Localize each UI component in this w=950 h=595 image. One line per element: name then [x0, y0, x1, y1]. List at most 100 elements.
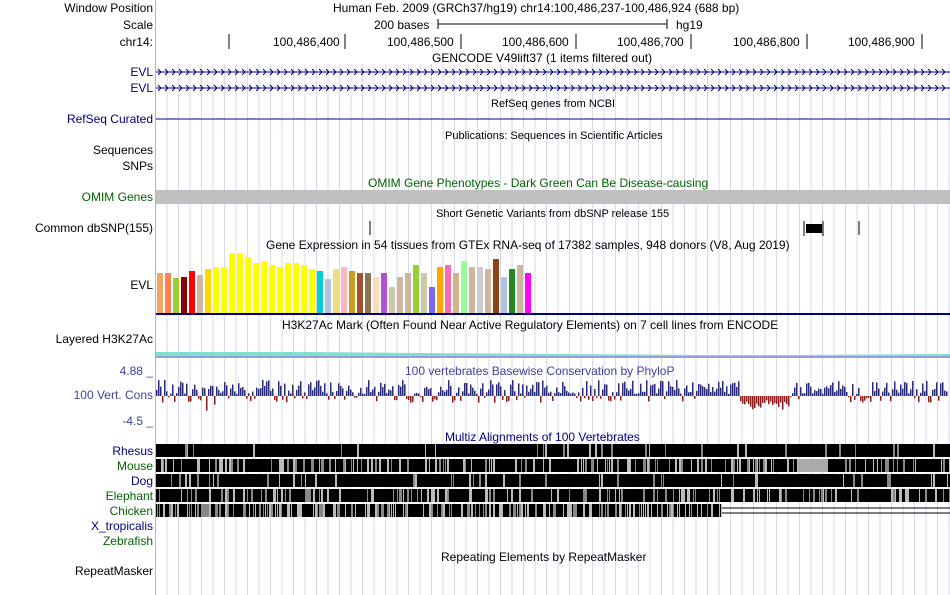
multiz-alignment-block — [156, 459, 950, 472]
phylop-bar — [408, 396, 410, 400]
phylop-track-title[interactable]: 100 vertebrates Basewise Conservation by… — [405, 364, 675, 378]
multiz-gap — [247, 489, 248, 502]
repeatmasker-track-title[interactable]: Repeating Elements by RepeatMasker — [441, 550, 647, 564]
phylop-bar — [760, 396, 762, 408]
multiz-gap — [809, 489, 810, 502]
species-elephant[interactable]: Elephant — [105, 489, 153, 503]
species-zebrafish[interactable]: Zebrafish — [102, 534, 153, 548]
species-mouse[interactable]: Mouse — [116, 459, 153, 473]
gencode-strand-arrow — [255, 68, 260, 76]
phylop-bar — [312, 390, 314, 396]
phylop-bar — [420, 396, 422, 398]
position-text[interactable]: Human Feb. 2009 (GRCh37/hg19) chr14:100,… — [333, 1, 740, 15]
gencode-track-title[interactable]: GENCODE V49lift37 (1 items filtered out) — [432, 51, 653, 65]
chrom-label[interactable]: chr14: — [119, 35, 153, 49]
gencode-strand-arrow — [444, 68, 449, 76]
phylop-bar — [400, 386, 402, 396]
publications-track-title[interactable]: Publications: Sequences in Scientific Ar… — [445, 130, 663, 142]
gencode-strand-arrow — [647, 84, 652, 92]
multiz-gap — [393, 504, 394, 517]
phylop-bar — [928, 396, 930, 403]
multiz-gap — [521, 504, 523, 517]
multiz-gap — [397, 489, 398, 502]
phylop-bar — [694, 396, 696, 399]
phylop-bar — [496, 384, 498, 396]
multiz-gap — [253, 444, 255, 457]
repeatmasker-label[interactable]: RepeatMasker — [74, 564, 153, 578]
multiz-gap — [281, 459, 283, 472]
species-dog[interactable]: Dog — [130, 474, 153, 488]
multiz-gap — [375, 459, 377, 472]
phylop-bar — [256, 387, 258, 396]
multiz-gap — [289, 504, 290, 517]
snps-label[interactable]: SNPs — [122, 159, 153, 173]
phylop-bar — [812, 393, 814, 396]
phylop-bar — [668, 381, 670, 396]
omim-track-title[interactable]: OMIM Gene Phenotypes - Dark Green Can Be… — [368, 176, 709, 190]
gencode-strand-arrow — [731, 84, 736, 92]
gencode-item-evl-2[interactable]: EVL — [130, 81, 153, 95]
gtex-evl-label[interactable]: EVL — [130, 278, 153, 292]
phylop-bar — [530, 388, 532, 396]
multiz-gap — [649, 444, 650, 457]
gencode-item-evl-1[interactable]: EVL — [130, 65, 153, 79]
phylop-bar — [642, 391, 644, 396]
multiz-gap — [647, 504, 649, 517]
multiz-gap — [769, 489, 770, 502]
gencode-strand-arrow — [787, 68, 792, 76]
phylop-bar — [432, 396, 434, 402]
multiz-gap — [707, 504, 708, 517]
phylop-bar — [478, 396, 480, 403]
multiz-gap — [421, 489, 422, 502]
multiz-gap — [493, 489, 495, 502]
omim-genes-label[interactable]: OMIM Genes — [81, 190, 153, 204]
multiz-gap — [517, 504, 518, 517]
phylop-bar — [916, 389, 918, 396]
multiz-gap — [265, 489, 267, 502]
gtex-tissue-bar — [173, 278, 179, 313]
multiz-gap — [531, 489, 533, 502]
multiz-gap — [737, 459, 738, 472]
h3k27ac-track-title[interactable]: H3K27Ac Mark (Often Found Near Active Re… — [282, 318, 779, 332]
refseq-track-title[interactable]: RefSeq genes from NCBI — [491, 98, 616, 110]
multiz-gap — [585, 459, 587, 472]
phylop-bar — [900, 384, 902, 396]
multiz-gap — [371, 489, 373, 502]
phylop-track-label[interactable]: 100 Vert. Cons — [73, 388, 153, 402]
gencode-strand-arrow — [514, 68, 519, 76]
multiz-gap — [373, 489, 374, 502]
multiz-gap — [337, 504, 339, 517]
gtex-track-title[interactable]: Gene Expression in 54 tissues from GTEx … — [266, 238, 790, 252]
multiz-gap — [905, 489, 907, 502]
phylop-bar — [798, 396, 800, 400]
multiz-track-title[interactable]: Multiz Alignments of 100 Vertebrates — [445, 430, 640, 444]
common-dbsnp-label[interactable]: Common dbSNP(155) — [34, 221, 153, 235]
layered-h3k27ac-label[interactable]: Layered H3K27Ac — [55, 332, 153, 346]
species-chicken[interactable]: Chicken — [109, 504, 153, 518]
phylop-bar — [868, 396, 870, 398]
gencode-strand-arrow — [185, 84, 190, 92]
multiz-gap — [887, 474, 889, 487]
gtex-tissue-bar — [477, 267, 483, 313]
phylop-bar — [178, 387, 180, 396]
tick-label: 100,486,500 — [387, 35, 454, 49]
multiz-gap — [753, 459, 754, 472]
multiz-gap — [673, 504, 674, 517]
phylop-bar — [298, 385, 300, 396]
species-rhesus[interactable]: Rhesus — [112, 444, 153, 458]
phylop-bar — [804, 393, 806, 396]
h3k27ac-signal — [156, 356, 950, 358]
gtex-tissue-bar — [405, 273, 411, 313]
phylop-bar — [768, 396, 770, 405]
phylop-bar — [258, 388, 260, 396]
refseq-curated-label[interactable]: RefSeq Curated — [66, 112, 153, 126]
species-x-tropicalis[interactable]: X_tropicalis — [90, 519, 153, 533]
multiz-gap — [469, 504, 470, 517]
multiz-gap — [897, 459, 898, 472]
gencode-strand-arrow — [829, 68, 834, 76]
multiz-gap — [273, 489, 275, 502]
dbsnp-track-title[interactable]: Short Genetic Variants from dbSNP releas… — [436, 208, 670, 220]
sequences-label[interactable]: Sequences — [92, 143, 153, 157]
multiz-gap — [381, 504, 383, 517]
